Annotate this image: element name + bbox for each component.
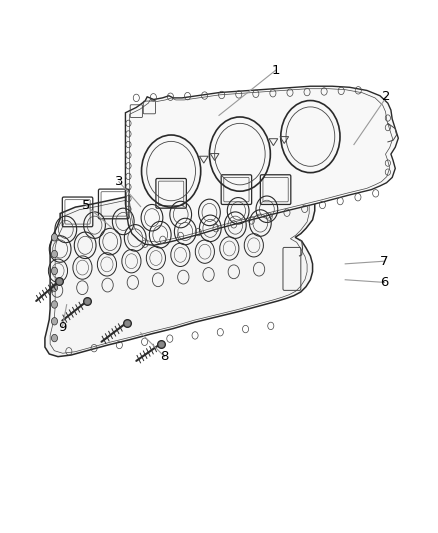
Text: 1: 1 [271, 64, 280, 77]
Text: 9: 9 [58, 321, 67, 334]
Polygon shape [45, 182, 315, 357]
Circle shape [51, 284, 57, 292]
Circle shape [51, 251, 57, 258]
Text: 2: 2 [382, 90, 391, 103]
Circle shape [51, 233, 57, 241]
Circle shape [51, 318, 57, 325]
Circle shape [51, 267, 57, 274]
Circle shape [51, 334, 57, 342]
Text: 6: 6 [380, 276, 389, 289]
Text: 3: 3 [115, 175, 123, 188]
Text: 7: 7 [380, 255, 389, 268]
Text: 5: 5 [82, 199, 91, 212]
Polygon shape [125, 86, 398, 245]
Text: 8: 8 [160, 350, 169, 363]
Circle shape [51, 301, 57, 308]
